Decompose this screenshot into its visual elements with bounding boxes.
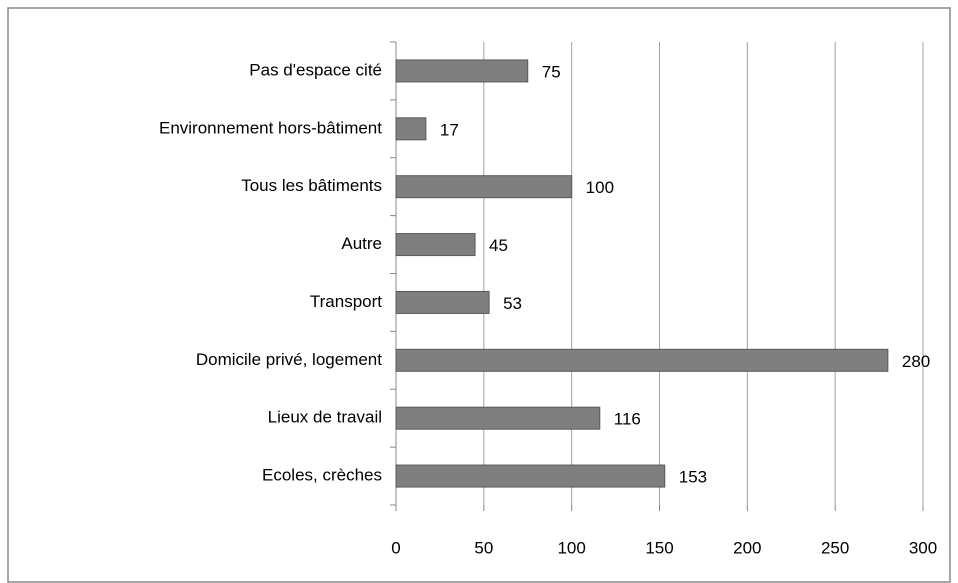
x-tick-label: 200: [733, 538, 761, 557]
data-label: 75: [542, 62, 561, 81]
bar: [395, 233, 476, 257]
data-label: 153: [679, 468, 707, 487]
data-label: 280: [902, 352, 930, 371]
y-tick-label: Ecoles, crèches: [262, 466, 382, 485]
y-tick-label: Pas d'espace cité: [249, 60, 382, 79]
y-tick-label: Autre: [341, 234, 382, 253]
y-tick-label: Lieux de travail: [268, 408, 382, 427]
data-label: 100: [586, 178, 614, 197]
bar: [395, 175, 573, 199]
bar: [395, 406, 601, 430]
x-tick-label: 50: [474, 538, 493, 557]
bar: [395, 117, 427, 141]
data-label: 45: [489, 236, 508, 255]
y-tick-label: Tous les bâtiments: [241, 176, 382, 195]
bar: [395, 290, 490, 314]
y-tick-label: Transport: [310, 292, 382, 311]
data-label: 53: [503, 294, 522, 313]
data-label: 17: [440, 120, 459, 139]
bar: [395, 348, 889, 372]
y-tick-label: Environnement hors-bâtiment: [159, 118, 382, 137]
x-tick-label: 300: [909, 538, 937, 557]
x-tick-label: 150: [645, 538, 673, 557]
x-tick-label: 100: [557, 538, 585, 557]
bar: [395, 59, 529, 83]
x-tick-label: 0: [391, 538, 400, 557]
y-tick-label: Domicile privé, logement: [196, 350, 382, 369]
x-tick-label: 250: [821, 538, 849, 557]
bar: [395, 464, 666, 488]
data-label: 116: [614, 410, 641, 429]
